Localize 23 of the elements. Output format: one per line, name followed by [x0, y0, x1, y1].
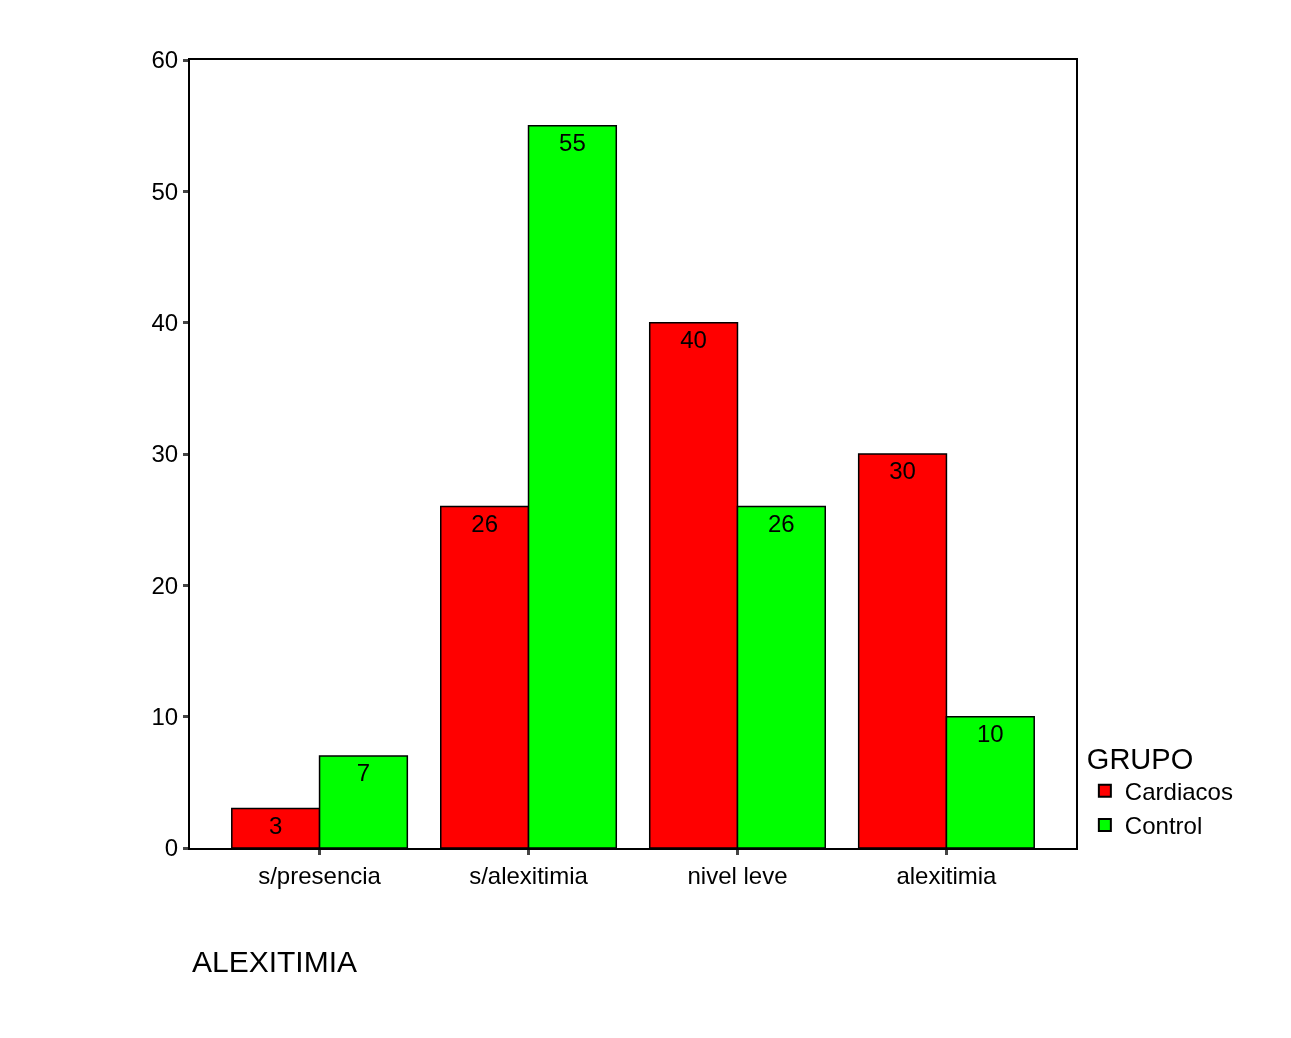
data-label: 10: [976, 719, 1004, 747]
x-tick-label: s/alexitimia: [469, 861, 589, 889]
data-label: 26: [768, 509, 795, 537]
data-label: 3: [269, 811, 283, 839]
x-tick-label: alexitimia: [896, 861, 998, 889]
data-label: 40: [680, 325, 707, 353]
y-tick-label: 30: [151, 440, 179, 468]
y-tick-label: 20: [151, 571, 179, 599]
data-label: 55: [559, 128, 586, 156]
y-tick-label: 40: [151, 309, 179, 337]
data-label: 26: [471, 509, 498, 537]
legend-label: Cardiacos: [1124, 778, 1233, 806]
y-tick-label: 0: [164, 834, 179, 862]
legend-label: Control: [1124, 812, 1203, 840]
y-tick-label: 10: [151, 703, 179, 731]
data-label: 7: [356, 759, 371, 787]
y-tick-label: 60: [151, 46, 179, 74]
legend-title: GRUPO: [1086, 742, 1194, 775]
x-tick-label: nivel leve: [687, 861, 788, 889]
data-label: 30: [889, 457, 916, 484]
x-axis-title: ALEXITIMIA: [192, 945, 358, 978]
y-tick-label: 50: [151, 177, 179, 205]
x-tick-label: s/presencia: [258, 861, 382, 889]
